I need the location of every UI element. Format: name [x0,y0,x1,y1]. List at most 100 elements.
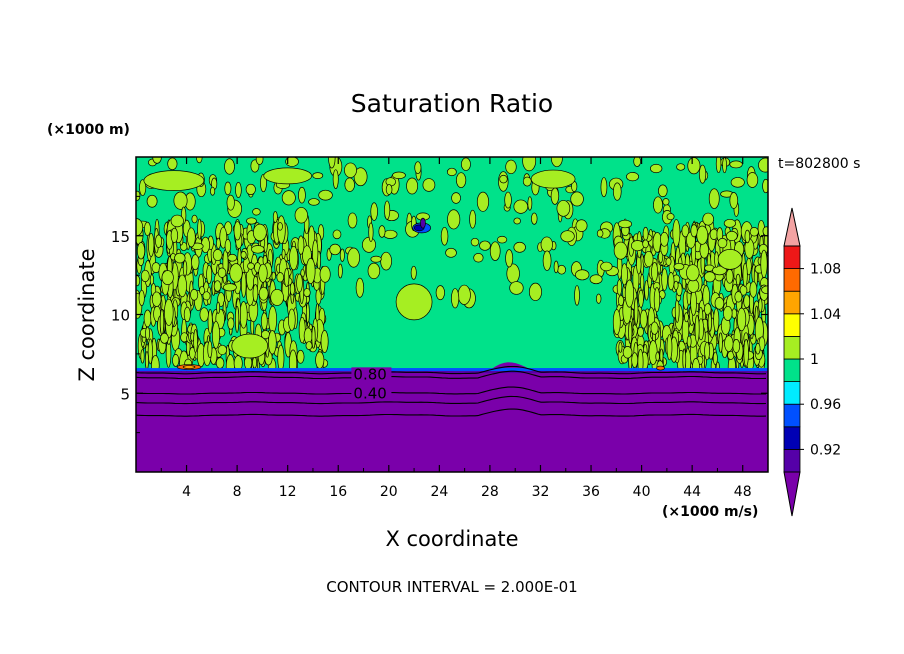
colorbar-under-triangle [783,471,801,517]
contour-blob [742,262,748,288]
contour-blob [661,268,668,291]
contour-blob [139,179,147,196]
contour-blob [723,218,736,228]
contour-blob [136,190,141,201]
contour-blob [672,219,681,248]
contour-blob [217,267,227,278]
contour-blob [666,334,673,361]
contour-blob [639,309,648,329]
contour-label: 0.80 [353,365,386,383]
contour-blob [385,184,393,195]
colorbar-bin [783,268,801,292]
contour-blob [550,157,563,168]
colorbar-label: 1 [810,352,819,368]
contour-blob [337,263,343,279]
colorbar-bin [783,245,801,270]
contour-blob [651,262,659,282]
contour-blob [276,272,285,283]
contour-blob [542,250,552,271]
contour-blob [144,351,149,370]
contour-blob [724,335,734,352]
contour-blob [445,247,457,258]
colorbar-bin [783,335,801,360]
contour-blob [268,305,277,334]
contour-blob [233,221,242,241]
x-tick-label: 12 [279,484,297,500]
contour-blob [319,265,331,283]
contour-blob [656,365,665,371]
contour-blob [622,346,633,359]
contour-blob [665,257,672,266]
contour-blob [284,268,290,288]
contour-blob [560,230,575,243]
contour-blob [479,240,491,251]
contour-blob [384,200,391,220]
contour-blob [556,200,571,217]
contour-blob [370,255,382,263]
contour-blob [713,308,720,332]
contour-blob [406,177,419,195]
contour-blob [241,271,247,298]
contour-blob [151,291,162,307]
x-tick-label: 28 [481,484,499,500]
contour-blob [136,242,146,260]
contour-blob [311,325,316,349]
contour-blob [505,159,517,175]
contour-blob [589,274,603,285]
contour-blob [174,252,186,264]
contour-blob [653,196,663,214]
contour-blob [682,348,687,371]
contour-blob [378,225,386,238]
contour-blob [289,245,299,271]
contour-blob [370,202,378,221]
interface-band-dark [136,371,768,374]
contour-blob [199,307,209,322]
contour-blob [422,178,436,192]
contour-blob [575,269,590,281]
contour-blob [263,167,313,185]
contour-blob [673,262,685,271]
contour-blob [172,354,180,367]
contour-blob [522,176,532,187]
contour-blob [383,229,398,239]
contour-blob [746,172,759,188]
contour-blob [193,329,198,353]
contour-blob [660,231,669,247]
contour-blob [258,286,269,301]
contour-blob [270,288,284,306]
contour-blob [368,222,374,242]
contour-blob [159,308,165,335]
contour-blob [686,335,692,348]
contour-blob [460,157,471,171]
contour-blob [540,236,553,253]
contour-blob [760,249,768,278]
contour-blob [600,177,608,198]
contour-blob [271,271,276,281]
contour-blob [297,235,305,255]
contour-blob [696,225,709,245]
contour-blob [148,232,155,257]
contour-blob [687,278,700,293]
contour-blob [618,295,624,307]
contour-blob [644,280,649,301]
x-tick-label: 44 [683,484,701,500]
contour-blob [247,262,255,270]
y-tick-label: 10 [111,307,130,325]
contour-blob [212,248,223,262]
contour-blob [712,265,727,276]
contour-blob [732,339,741,354]
contour-blob [633,297,639,325]
contour-blob [676,163,686,171]
x-units-label: (×1000 m/s) [662,504,758,520]
contour-blob [410,265,417,280]
contour-blob [160,332,169,344]
contour-blob [642,239,649,249]
contour-blob [686,264,700,282]
contour-blob [144,221,151,236]
contour-blob [455,172,467,188]
contour-blob [653,287,661,313]
contour-blob [146,194,158,208]
contour-blob [328,157,336,169]
